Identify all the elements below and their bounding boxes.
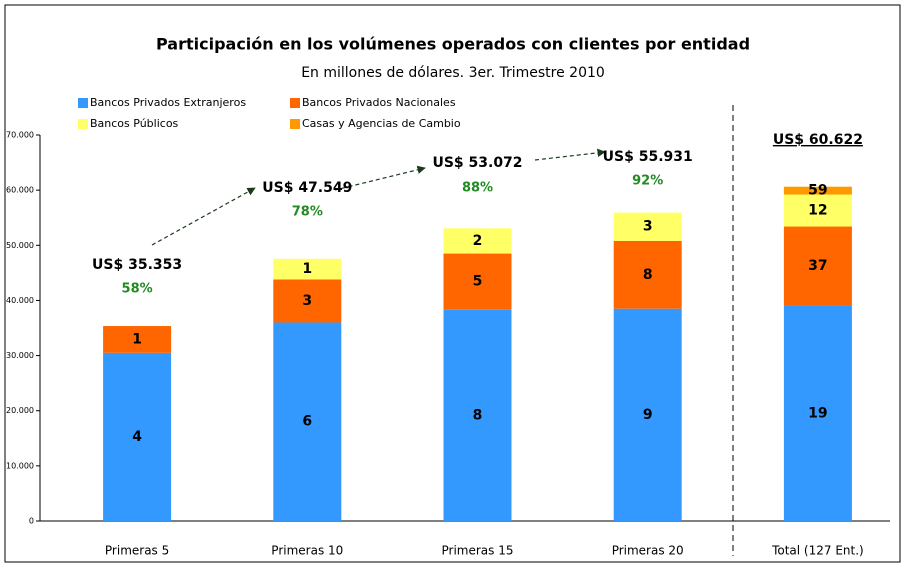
segment-label: 5: [473, 274, 483, 290]
y-tick-label: 60.000: [6, 186, 34, 195]
x-tick-label: Primeras 15: [442, 544, 514, 558]
bar-segment: [783, 186, 852, 195]
y-tick-label: 20.000: [6, 406, 34, 415]
share-label: 88%: [462, 181, 493, 196]
legend-swatch: [290, 98, 300, 108]
x-tick-label: Primeras 5: [105, 544, 169, 558]
segment-label: 19: [808, 405, 827, 421]
bar-segment: [613, 212, 682, 241]
bar-segment: [443, 228, 512, 254]
y-tick-label: 10.000: [6, 461, 34, 470]
total-label: US$ 53.072: [432, 155, 522, 171]
segment-label: 1: [132, 331, 142, 347]
bar-segment: [613, 240, 682, 309]
bar-segment: [783, 226, 852, 306]
share-label: 58%: [122, 282, 153, 297]
bar-segment: [103, 326, 172, 353]
segment-label: 8: [473, 407, 483, 423]
share-label: 78%: [292, 205, 323, 220]
segment-label: 6: [302, 414, 312, 430]
x-tick-label: Primeras 20: [612, 544, 684, 558]
legend-swatch: [290, 119, 300, 129]
bar-segment: [443, 253, 512, 310]
segment-label: 1: [302, 261, 312, 277]
legend-swatch: [78, 119, 88, 129]
frame: [4, 4, 901, 563]
legend-label: Casas y Agencias de Cambio: [302, 117, 461, 130]
segment-label: 37: [808, 258, 827, 274]
total-label: US$ 60.622: [773, 132, 863, 148]
bar-segment: [443, 309, 512, 521]
chart-subtitle: En millones de dólares. 3er. Trimestre 2…: [301, 65, 605, 81]
bar-segment: [783, 305, 852, 521]
share-label: 92%: [632, 174, 663, 189]
x-tick-label: Total (127 Ent.): [771, 544, 864, 558]
bar-segment: [273, 322, 342, 521]
y-tick-label: 50.000: [6, 241, 34, 250]
segment-label: 59: [808, 183, 827, 199]
chart-title: Participación en los volúmenes operados …: [156, 35, 750, 54]
y-tick-label: 0: [29, 517, 34, 526]
total-label: US$ 35.353: [92, 257, 182, 273]
y-tick-label: 40.000: [6, 296, 34, 305]
legend-label: Bancos Privados Nacionales: [302, 96, 456, 109]
segment-label: 2: [473, 233, 483, 249]
segment-label: 3: [302, 293, 312, 309]
bar-segment: [273, 279, 342, 323]
legend-label: Bancos Públicos: [90, 117, 179, 130]
segment-label: 4: [132, 429, 142, 445]
bar-segment: [273, 258, 342, 280]
segment-label: 9: [643, 407, 653, 423]
y-tick-label: 70.000: [6, 131, 34, 140]
y-tick-label: 30.000: [6, 351, 34, 360]
legend-label: Bancos Privados Extranjeros: [90, 96, 246, 109]
segment-label: 12: [808, 203, 827, 219]
arrows: [151, 148, 606, 246]
total-label: US$ 55.931: [603, 149, 693, 165]
bar-segment: [783, 194, 852, 227]
legend-swatch: [78, 98, 88, 108]
x-tick-label: Primeras 10: [271, 544, 343, 558]
total-label: US$ 47.549: [262, 180, 352, 196]
bar-segment: [103, 352, 172, 521]
segment-label: 8: [643, 267, 653, 283]
segment-label: 3: [643, 219, 653, 235]
bar-segment: [613, 308, 682, 521]
